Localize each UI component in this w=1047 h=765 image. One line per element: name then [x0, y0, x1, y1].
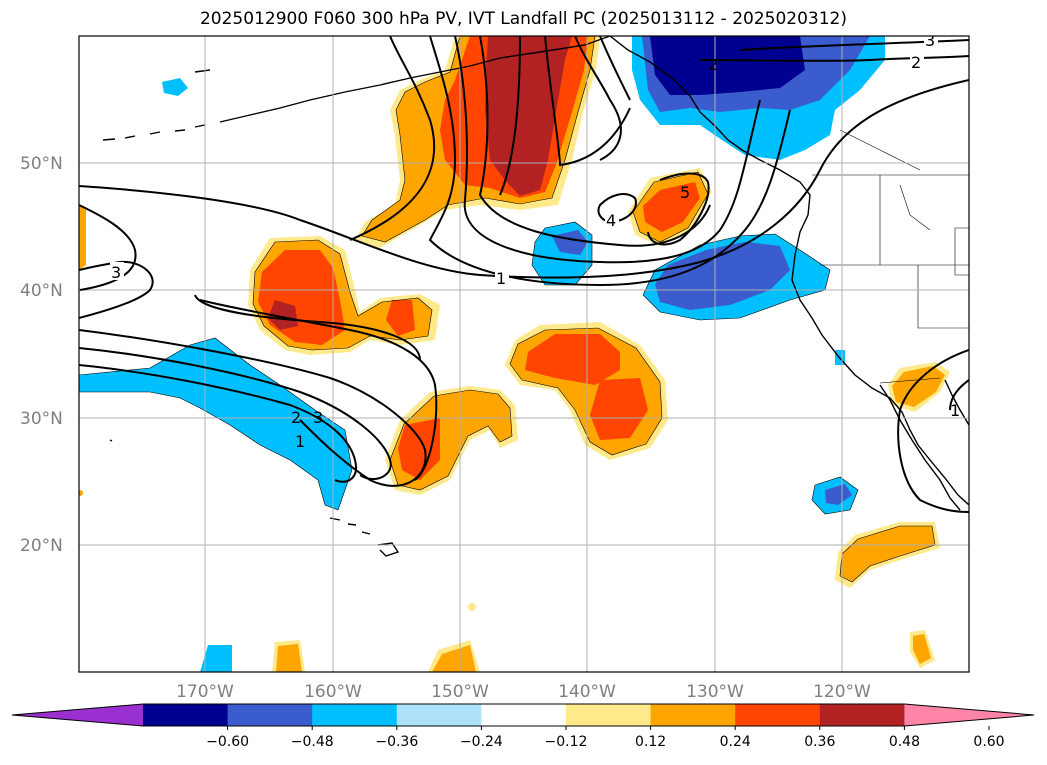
colorbar-segment — [735, 704, 821, 726]
latitude-labels: 50°N 40°N 30°N 20°N — [20, 154, 63, 556]
colorbar-segment — [819, 704, 905, 726]
contour-label: 2 — [911, 53, 921, 72]
contour-label: 5 — [680, 183, 690, 202]
colorbar-segment — [481, 704, 567, 726]
colorbar-tick-label: 0.60 — [973, 734, 1004, 750]
contour-label: 2 — [708, 55, 718, 74]
colorbar-segment — [143, 704, 229, 726]
contour-label: 1 — [950, 401, 960, 420]
colorbar-tick-label: 0.48 — [889, 734, 920, 750]
colorbar-tick-label: 0.12 — [635, 734, 666, 750]
lon-label: 140°W — [558, 682, 616, 702]
colorbar-extend-high — [904, 704, 1034, 726]
longitude-labels: 170°W 160°W 150°W 140°W 130°W 120°W — [176, 682, 871, 702]
colorbar-segment — [566, 704, 652, 726]
colorbar-tick-label: −0.12 — [545, 734, 588, 750]
coastlines — [102, 36, 969, 557]
lon-label: 170°W — [176, 682, 234, 702]
colorbar-tick-label: 0.36 — [804, 734, 835, 750]
negative-anomaly-fields — [79, 36, 885, 672]
lon-label: 150°W — [431, 682, 489, 702]
ivt-contours — [79, 36, 969, 513]
lon-label: 160°W — [304, 682, 362, 702]
contour-label: 2 — [291, 408, 301, 427]
colorbar-segment — [396, 704, 482, 726]
contour-label: 1 — [496, 269, 506, 288]
contour-label: 3 — [313, 408, 323, 427]
colorbar-outline — [11, 703, 1035, 727]
contour-label: 1 — [295, 432, 305, 451]
colorbar-segment — [650, 704, 736, 726]
contour-label: 4 — [606, 211, 616, 230]
colorbar-segment — [227, 704, 313, 726]
colorbar-tick-label: 0.24 — [720, 734, 751, 750]
colorbar-segment — [312, 704, 398, 726]
gridlines — [79, 36, 969, 672]
colorbar: −0.60 −0.48 −0.36 −0.24 −0.12 0.12 0.24 0.36 0.4… — [11, 703, 1035, 750]
map-title: 2025012900 F060 300 hPa PV, IVT Landfall… — [199, 9, 847, 29]
lon-label: 130°W — [686, 682, 744, 702]
colorbar-tick-label: −0.48 — [291, 734, 334, 750]
contour-label: 3 — [925, 31, 935, 50]
contour-label: 3 — [111, 263, 121, 282]
lat-label: 30°N — [20, 409, 63, 429]
lon-label: 120°W — [813, 682, 871, 702]
lat-label: 20°N — [20, 536, 63, 556]
contour-labels: 3 2 1 4 5 3 2 3 1 2 1 — [110, 31, 960, 451]
colorbar-extend-low — [12, 704, 143, 726]
lat-label: 50°N — [20, 154, 63, 174]
colorbar-tick-label: −0.36 — [375, 734, 418, 750]
colorbar-tick-label: −0.60 — [206, 734, 249, 750]
plot-area: 3 2 1 4 5 3 2 3 1 2 1 — [79, 31, 969, 672]
colorbar-tick-label: −0.24 — [460, 734, 503, 750]
lat-label: 40°N — [20, 281, 63, 301]
map-frame — [78, 35, 970, 673]
